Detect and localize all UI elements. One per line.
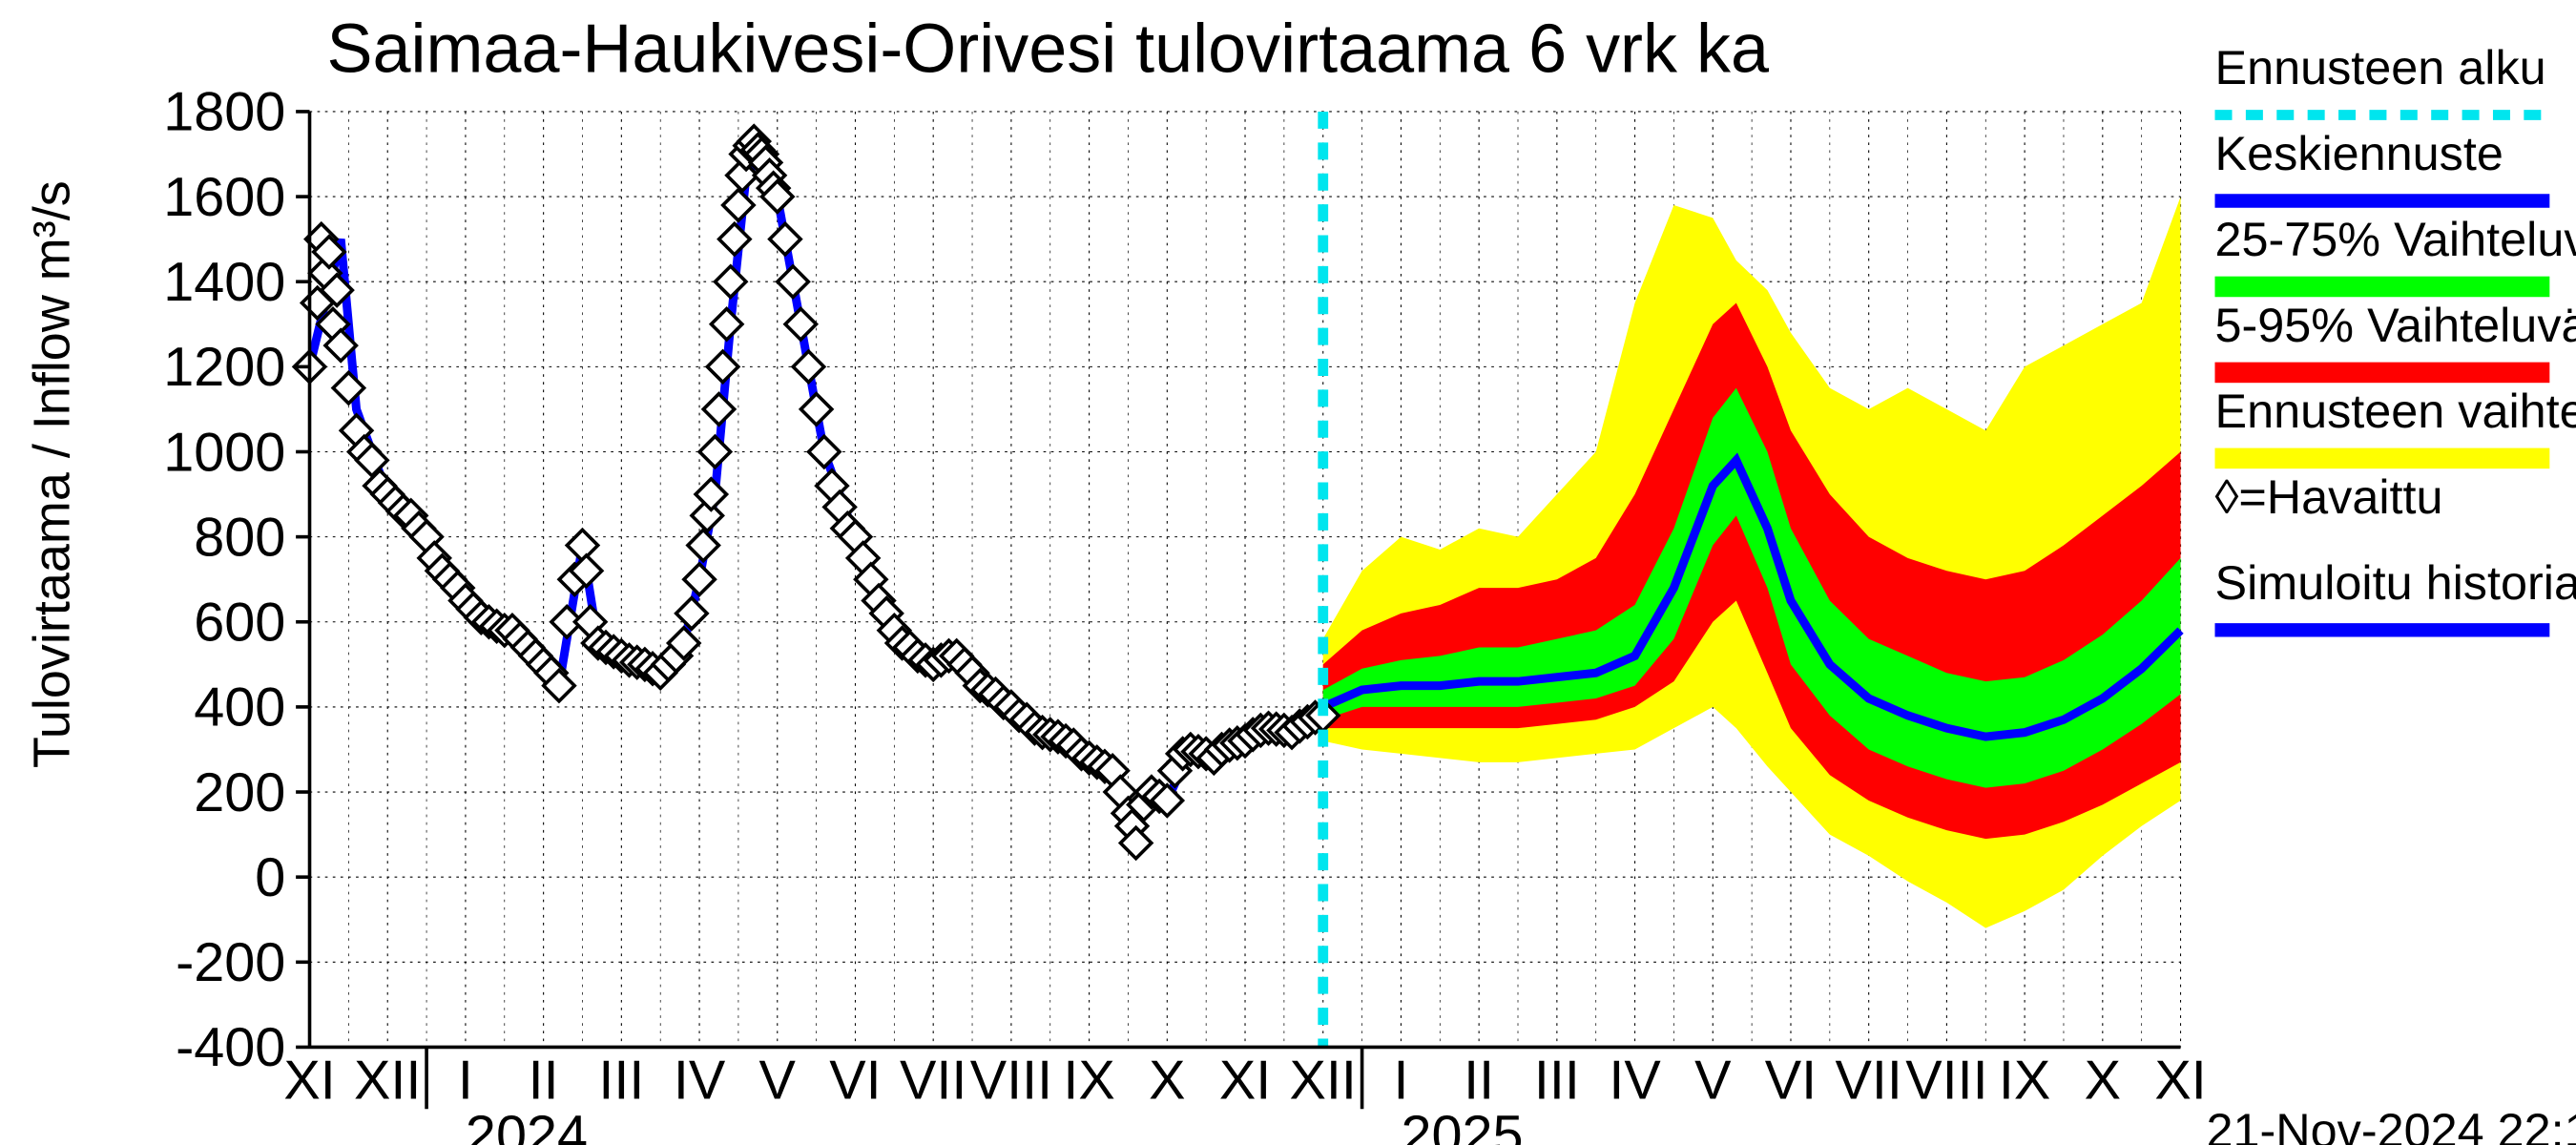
svg-text:I: I <box>458 1050 473 1111</box>
svg-text:-400: -400 <box>176 1017 285 1078</box>
svg-text:800: 800 <box>194 507 285 568</box>
svg-text:IV: IV <box>1609 1050 1661 1111</box>
svg-text:VIII: VIII <box>970 1050 1052 1111</box>
svg-text:Keskiennuste: Keskiennuste <box>2215 126 2503 180</box>
chart-title: Saimaa-Haukivesi-Orivesi tulovirtaama 6 … <box>327 11 1770 88</box>
svg-text:-200: -200 <box>176 932 285 993</box>
svg-text:0: 0 <box>255 847 285 908</box>
svg-text:600: 600 <box>194 593 285 654</box>
svg-text:25-75% Vaihteluväli: 25-75% Vaihteluväli <box>2215 212 2576 266</box>
svg-text:X: X <box>2085 1050 2121 1111</box>
svg-text:Ennusteen alku: Ennusteen alku <box>2215 40 2546 94</box>
svg-text:III: III <box>1534 1050 1580 1111</box>
svg-text:1000: 1000 <box>163 422 285 483</box>
svg-text:◊=Havaittu: ◊=Havaittu <box>2215 469 2443 524</box>
svg-text:2024: 2024 <box>466 1105 588 1145</box>
svg-text:XII: XII <box>1290 1050 1357 1111</box>
svg-text:II: II <box>529 1050 559 1111</box>
svg-text:IX: IX <box>1999 1050 2050 1111</box>
svg-text:VII: VII <box>900 1050 966 1111</box>
svg-text:400: 400 <box>194 677 285 739</box>
svg-text:V: V <box>759 1050 797 1111</box>
svg-text:1400: 1400 <box>163 252 285 313</box>
svg-text:200: 200 <box>194 762 285 823</box>
svg-text:VI: VI <box>829 1050 881 1111</box>
svg-text:1600: 1600 <box>163 167 285 228</box>
chart-footer: 21-Nov-2024 22:10 WSFS-O <box>2207 1103 2576 1145</box>
svg-text:VII: VII <box>1836 1050 1902 1111</box>
svg-text:XII: XII <box>354 1050 421 1111</box>
svg-text:Simuloitu historia: Simuloitu historia <box>2215 555 2576 610</box>
svg-text:X: X <box>1149 1050 1185 1111</box>
svg-text:III: III <box>598 1050 644 1111</box>
svg-text:5-95% Vaihteluväli: 5-95% Vaihteluväli <box>2215 298 2576 352</box>
inflow-forecast-chart: -400 -200 0 200 400 600 800 1000 1200 1400 1600 180… <box>0 0 2576 1145</box>
svg-text:V: V <box>1694 1050 1732 1111</box>
svg-text:1800: 1800 <box>163 82 285 143</box>
y-axis-label: Tulovirtaama / Inflow m³/s <box>24 180 81 768</box>
svg-text:IV: IV <box>674 1050 726 1111</box>
svg-text:XI: XI <box>2154 1050 2206 1111</box>
svg-text:Ennusteen vaihteluväli: Ennusteen vaihteluväli <box>2215 384 2576 438</box>
svg-text:II: II <box>1464 1050 1494 1111</box>
svg-text:XI: XI <box>283 1050 335 1111</box>
svg-text:1200: 1200 <box>163 337 285 398</box>
svg-text:XI: XI <box>1219 1050 1271 1111</box>
svg-text:IX: IX <box>1063 1050 1114 1111</box>
svg-text:VIII: VIII <box>1905 1050 1987 1111</box>
svg-text:I: I <box>1393 1050 1408 1111</box>
svg-text:VI: VI <box>1765 1050 1817 1111</box>
chart-container: -400 -200 0 200 400 600 800 1000 1200 1400 1600 180… <box>0 0 2576 1145</box>
svg-text:2025: 2025 <box>1401 1105 1523 1145</box>
